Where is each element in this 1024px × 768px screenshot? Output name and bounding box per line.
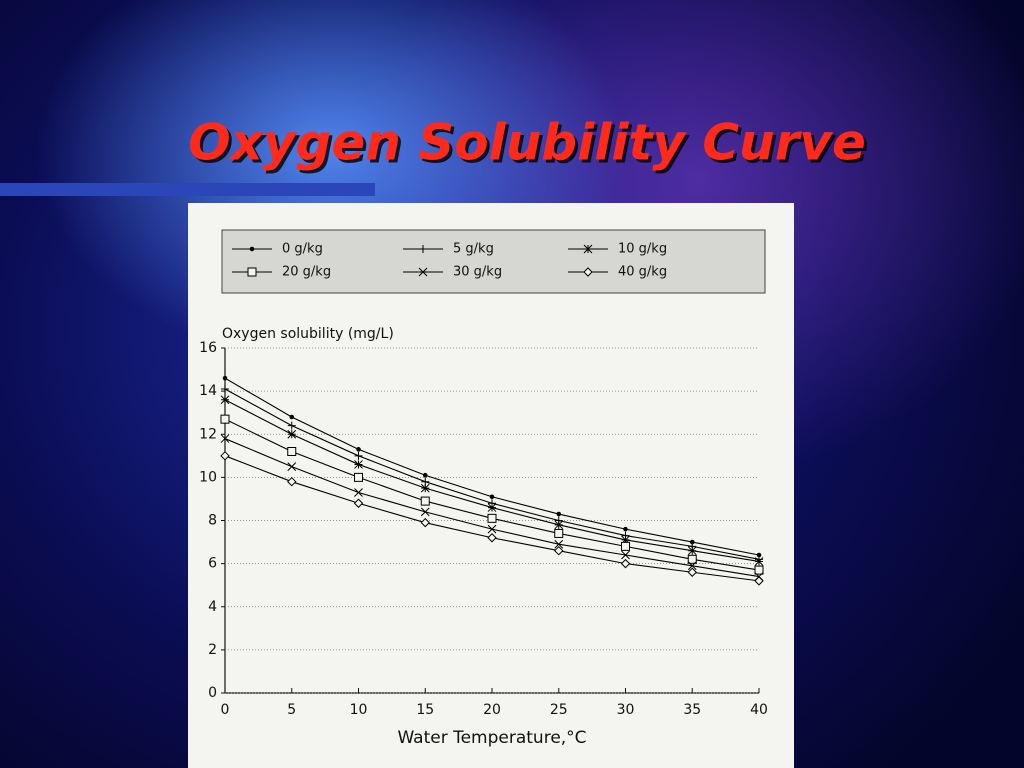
marker xyxy=(487,524,497,534)
y-tick-label: 4 xyxy=(208,599,217,615)
legend-label: 0 g/kg xyxy=(282,242,323,257)
x-tick-label: 40 xyxy=(750,702,768,718)
marker xyxy=(287,447,297,456)
chart-panel xyxy=(188,203,794,768)
marker xyxy=(554,539,564,549)
marker xyxy=(687,546,697,556)
marker xyxy=(754,576,764,586)
plot: 0 2 4 6 8 10 12 14 16 0 5 10 15 20 25 30 35 40 0 g/kg 5 g/k… xyxy=(199,242,768,719)
y-tick-label: 8 xyxy=(208,513,217,529)
y-tick-label: 6 xyxy=(208,556,217,572)
y-tick-label: 12 xyxy=(199,426,217,442)
y-tick-label: 0 xyxy=(208,685,217,701)
legend-label: 40 g/kg xyxy=(618,265,667,280)
marker xyxy=(249,246,255,252)
marker xyxy=(420,496,430,506)
legend-label: 10 g/kg xyxy=(618,242,667,257)
x-tick-label: 5 xyxy=(287,702,296,718)
marker xyxy=(623,526,628,532)
marker xyxy=(621,550,630,560)
legend-box xyxy=(221,229,766,294)
marker xyxy=(487,503,497,512)
marker xyxy=(422,472,428,478)
x-tick-label: 35 xyxy=(683,702,701,718)
marker xyxy=(687,561,697,571)
marker xyxy=(222,375,228,381)
marker xyxy=(353,498,364,508)
marker xyxy=(354,451,363,460)
marker xyxy=(287,476,297,487)
x-tick-label: 25 xyxy=(550,702,568,718)
marker xyxy=(354,460,363,469)
y-tick-label: 16 xyxy=(199,340,217,356)
marker xyxy=(287,421,296,430)
marker xyxy=(420,517,430,528)
x-tick-label: 15 xyxy=(416,702,434,718)
x-tick-label: 10 xyxy=(350,702,368,718)
marker xyxy=(289,414,295,420)
marker xyxy=(420,507,430,517)
chart-title: Oxygen Solubility Curve xyxy=(188,114,866,172)
marker xyxy=(356,447,361,452)
x-tick-label: 20 xyxy=(483,702,501,718)
marker xyxy=(487,513,497,523)
marker xyxy=(489,494,495,500)
x-tick-label: 30 xyxy=(617,702,635,718)
marker xyxy=(221,384,229,393)
y-tick-label: 10 xyxy=(199,469,217,485)
marker xyxy=(556,511,562,517)
marker xyxy=(583,267,593,277)
marker xyxy=(220,414,230,424)
marker xyxy=(354,472,363,482)
marker xyxy=(687,554,697,564)
marker xyxy=(418,267,428,277)
marker xyxy=(554,520,564,530)
marker xyxy=(621,535,630,545)
legend-label: 30 g/kg xyxy=(453,265,502,280)
marker xyxy=(287,429,297,439)
marker xyxy=(487,533,497,543)
marker xyxy=(220,395,230,405)
marker xyxy=(754,565,764,575)
x-tick-label: 0 xyxy=(221,702,230,718)
title-shadow: Oxygen Solubility Curve xyxy=(191,117,869,175)
y-tick-label: 2 xyxy=(208,642,217,658)
marker xyxy=(354,488,363,497)
marker xyxy=(420,483,430,493)
marker xyxy=(620,558,631,569)
marker xyxy=(287,462,297,471)
marker xyxy=(621,541,630,551)
marker xyxy=(419,245,427,253)
x-axis-label: Water Temperature,°C xyxy=(397,728,586,748)
marker xyxy=(583,244,593,254)
legend-label: 5 g/kg xyxy=(453,242,494,257)
marker xyxy=(220,451,230,461)
marker xyxy=(247,267,257,277)
marker xyxy=(754,557,764,566)
legend-label: 20 g/kg xyxy=(282,265,331,280)
title-bar xyxy=(0,183,375,196)
marker xyxy=(220,434,230,443)
y-axis-label: Oxygen solubility (mg/L) xyxy=(222,326,394,342)
marker xyxy=(687,567,697,577)
marker xyxy=(554,545,564,556)
marker xyxy=(554,528,564,538)
y-tick-label: 14 xyxy=(199,383,217,399)
